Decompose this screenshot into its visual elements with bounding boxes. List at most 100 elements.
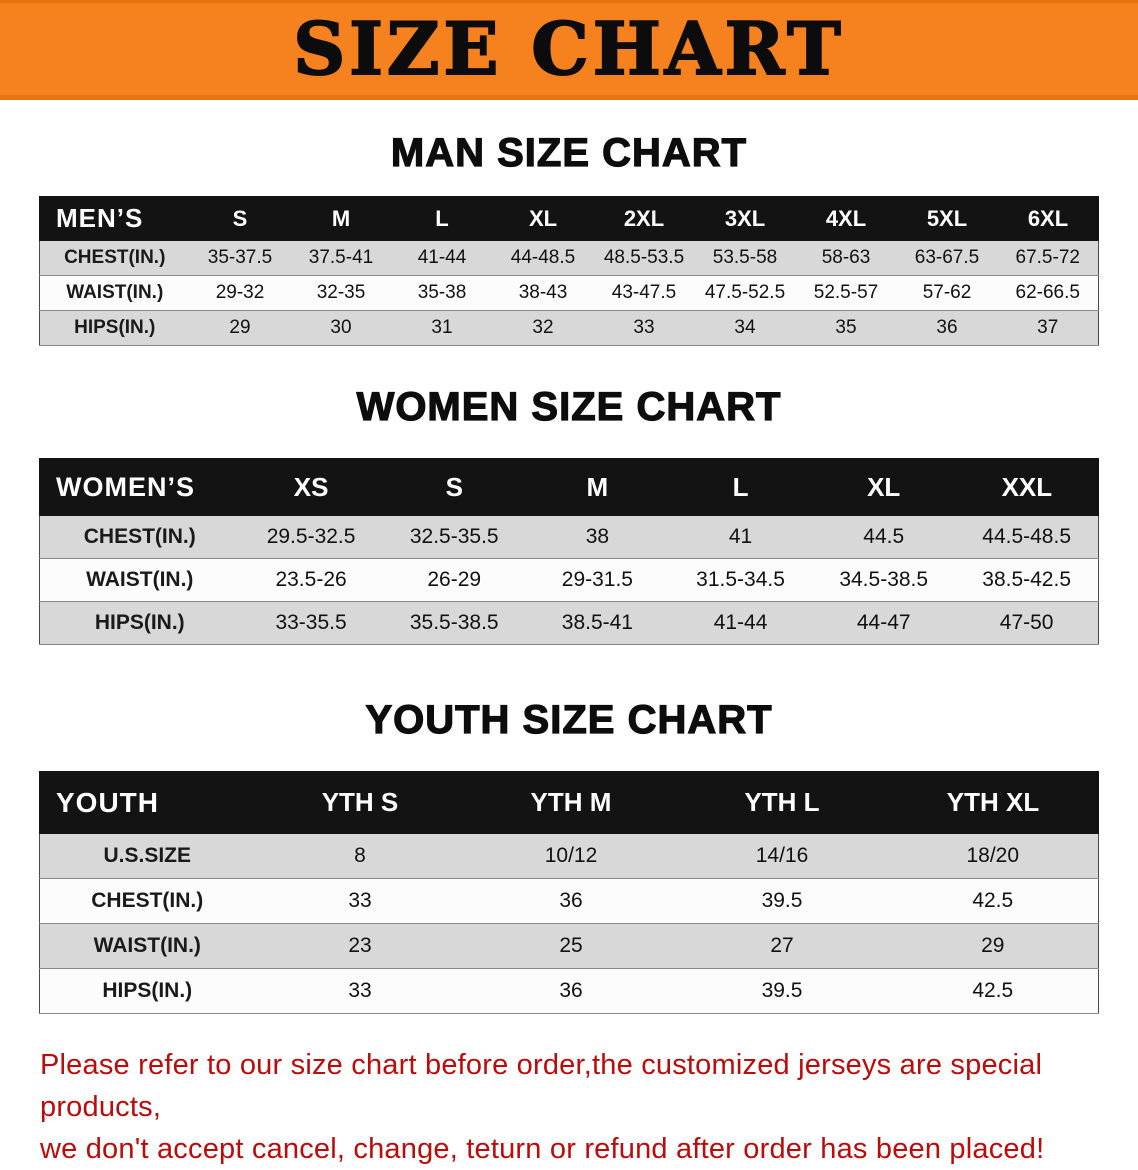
- value-cell: 53.5-58: [694, 240, 796, 276]
- row-label-cell: CHEST(IN.): [39, 878, 255, 924]
- value-cell: 42.5: [887, 878, 1099, 924]
- value-cell: 29-31.5: [525, 558, 669, 602]
- value-cell: 38-43: [492, 275, 594, 311]
- row-label-cell: WAIST(IN.): [39, 558, 240, 602]
- row-label-cell: CHEST(IN.): [39, 515, 240, 559]
- men-size-table: MEN’S S M L XL 2XL 3XL 4XL 5XL 6XL CHEST(IN.) 35-37…: [39, 196, 1099, 346]
- row-label-cell: HIPS(IN.): [39, 310, 190, 346]
- size-header-cell: M: [290, 196, 392, 241]
- value-cell: 27: [676, 923, 888, 969]
- measurement-row: CHEST(IN.) 33 36 39.5 42.5: [39, 878, 1099, 924]
- table-header-row: MEN’S S M L XL 2XL 3XL 4XL 5XL 6XL: [39, 196, 1099, 241]
- youth-section-title: YOUTH SIZE CHART: [365, 697, 773, 742]
- value-cell: 29-32: [189, 275, 291, 311]
- disclaimer-line-2: we don't accept cancel, change, teturn o…: [40, 1133, 1045, 1165]
- men-section-title: MAN SIZE CHART: [390, 130, 748, 175]
- value-cell: 43-47.5: [593, 275, 695, 311]
- measurement-row: CHEST(IN.) 35-37.5 37.5-41 41-44 44-48.5 48.5…: [39, 240, 1099, 276]
- value-cell: 58-63: [795, 240, 897, 276]
- value-cell: 35-37.5: [189, 240, 291, 276]
- size-header-cell: YTH M: [465, 771, 677, 834]
- value-cell: 47-50: [955, 601, 1099, 645]
- value-cell: 14/16: [676, 833, 888, 879]
- value-cell: 36: [465, 878, 677, 924]
- value-cell: 29: [887, 923, 1099, 969]
- row-label-cell: WAIST(IN.): [39, 923, 255, 969]
- measurement-row: U.S.SIZE 8 10/12 14/16 18/20: [39, 833, 1099, 879]
- disclaimer-note: Please refer to our size chart before or…: [40, 1044, 1110, 1170]
- value-cell: 32.5-35.5: [382, 515, 526, 559]
- value-cell: 35-38: [391, 275, 493, 311]
- row-label-cell: HIPS(IN.): [39, 601, 240, 645]
- value-cell: 44-48.5: [492, 240, 594, 276]
- size-header-cell: 4XL: [795, 196, 897, 241]
- value-cell: 67.5-72: [997, 240, 1099, 276]
- size-header-cell: S: [189, 196, 291, 241]
- row-label-cell: U.S.SIZE: [39, 833, 255, 879]
- measurement-row: CHEST(IN.) 29.5-32.5 32.5-35.5 38 41 44.5 44.5…: [39, 515, 1099, 559]
- measurement-row: WAIST(IN.) 23 25 27 29: [39, 923, 1099, 969]
- value-cell: 31: [391, 310, 493, 346]
- row-label-cell: WAIST(IN.): [39, 275, 190, 311]
- size-header-cell: 5XL: [896, 196, 998, 241]
- disclaimer-line-1: Please refer to our size chart before or…: [40, 1049, 1043, 1123]
- measurement-row: HIPS(IN.) 33 36 39.5 42.5: [39, 968, 1099, 1014]
- value-cell: 29.5-32.5: [239, 515, 383, 559]
- youth-section: YOUTH SIZE CHART YOUTH YTH S YTH M YTH L YTH…: [0, 695, 1138, 1014]
- size-header-cell: XL: [811, 458, 956, 516]
- size-header-cell: 2XL: [593, 196, 695, 241]
- value-cell: 35: [795, 310, 897, 346]
- size-header-cell: S: [382, 458, 527, 516]
- size-header-cell: 6XL: [997, 196, 1099, 241]
- size-header-cell: L: [391, 196, 493, 241]
- value-cell: 52.5-57: [795, 275, 897, 311]
- value-cell: 41-44: [668, 601, 813, 645]
- measurement-row: WAIST(IN.) 23.5-26 26-29 29-31.5 31.5-34.5 34…: [39, 558, 1099, 602]
- value-cell: 31.5-34.5: [668, 558, 813, 602]
- value-cell: 33: [254, 878, 466, 924]
- value-cell: 44.5-48.5: [955, 515, 1099, 559]
- value-cell: 63-67.5: [896, 240, 998, 276]
- value-cell: 26-29: [382, 558, 526, 602]
- size-header-cell: L: [668, 458, 813, 516]
- measurement-row: HIPS(IN.) 29 30 31 32 33 34 35 36 37: [39, 310, 1099, 346]
- banner-title: SIZE CHART: [292, 6, 845, 91]
- value-cell: 36: [896, 310, 998, 346]
- size-header-cell: XXL: [954, 458, 1100, 516]
- value-cell: 44-47: [812, 601, 956, 645]
- value-cell: 37: [997, 310, 1099, 346]
- value-cell: 32-35: [290, 275, 392, 311]
- value-cell: 32: [492, 310, 594, 346]
- value-cell: 25: [465, 923, 677, 969]
- youth-size-table: YOUTH YTH S YTH M YTH L YTH XL U.S.SIZE 8 10/12…: [39, 771, 1099, 1014]
- value-cell: 35.5-38.5: [382, 601, 526, 645]
- size-header-cell: XL: [492, 196, 594, 241]
- value-cell: 33-35.5: [239, 601, 383, 645]
- value-cell: 48.5-53.5: [593, 240, 695, 276]
- size-header-cell: YTH L: [676, 771, 888, 834]
- value-cell: 10/12: [465, 833, 677, 879]
- value-cell: 39.5: [676, 878, 888, 924]
- size-header-cell: XS: [238, 458, 384, 516]
- measurement-row: HIPS(IN.) 33-35.5 35.5-38.5 38.5-41 41-44 44-…: [39, 601, 1099, 645]
- women-size-table: WOMEN’S XS S M L XL XXL CHEST(IN.) 29.5-32.5 32.5…: [39, 458, 1100, 645]
- row-label-cell: CHEST(IN.): [39, 240, 190, 276]
- size-header-cell: YTH S: [254, 771, 466, 834]
- row-label-cell: HIPS(IN.): [39, 968, 255, 1014]
- value-cell: 23.5-26: [239, 558, 383, 602]
- value-cell: 33: [254, 968, 466, 1014]
- value-cell: 42.5: [887, 968, 1099, 1014]
- value-cell: 34: [694, 310, 796, 346]
- value-cell: 41: [668, 515, 813, 559]
- table-title-cell: YOUTH: [39, 771, 255, 834]
- size-header-cell: 3XL: [694, 196, 796, 241]
- table-title-cell: WOMEN’S: [39, 458, 240, 516]
- table-header-row: WOMEN’S XS S M L XL XXL: [39, 458, 1100, 516]
- value-cell: 38: [525, 515, 669, 559]
- value-cell: 23: [254, 923, 466, 969]
- women-section-title: WOMEN SIZE CHART: [356, 384, 782, 429]
- value-cell: 57-62: [896, 275, 998, 311]
- value-cell: 29: [189, 310, 291, 346]
- value-cell: 37.5-41: [290, 240, 392, 276]
- value-cell: 41-44: [391, 240, 493, 276]
